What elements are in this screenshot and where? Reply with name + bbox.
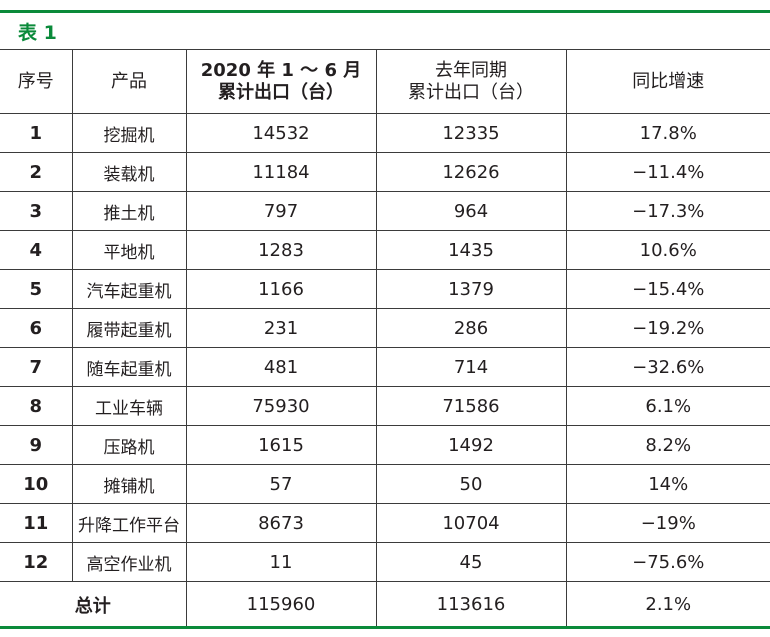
row-growth: 17.8%	[565, 113, 770, 153]
row-seq: 4	[0, 230, 73, 270]
row-seq: 2	[0, 152, 73, 192]
row-export-last: 12626	[375, 152, 567, 192]
table-row: 9 压路机 1615 1492 8.2%	[0, 425, 770, 465]
row-seq: 7	[0, 347, 73, 387]
row-seq: 1	[0, 113, 73, 153]
row-seq: 8	[0, 386, 73, 426]
table-row: 7 随车起重机 481 714 −32.6%	[0, 347, 770, 387]
row-export-2020: 797	[185, 191, 377, 231]
table-row: 4 平地机 1283 1435 10.6%	[0, 230, 770, 270]
row-product: 压路机	[71, 425, 187, 465]
header-export-last: 去年同期 累计出口（台）	[375, 49, 567, 114]
row-growth: −19.2%	[565, 308, 770, 348]
header-export-last-line1: 去年同期	[435, 59, 507, 81]
row-export-last: 50	[375, 464, 567, 504]
row-export-last: 12335	[375, 113, 567, 153]
header-seq: 序号	[0, 49, 73, 114]
header-export-2020: 2020 年 1 ～ 6 月 累计出口（台）	[185, 49, 377, 114]
row-export-2020: 75930	[185, 386, 377, 426]
header-product: 产品	[71, 49, 187, 114]
row-growth: 6.1%	[565, 386, 770, 426]
table-row: 10 摊铺机 57 50 14%	[0, 464, 770, 504]
header-row: 序号 产品 2020 年 1 ～ 6 月 累计出口（台） 去年同期 累计出口（台…	[0, 49, 770, 114]
header-export-2020-line2: 累计出口（台）	[218, 81, 344, 103]
row-product: 摊铺机	[71, 464, 187, 504]
row-growth: −17.3%	[565, 191, 770, 231]
row-product: 履带起重机	[71, 308, 187, 348]
row-seq: 5	[0, 269, 73, 309]
row-product: 升降工作平台	[71, 503, 187, 543]
table-title: 表 1	[18, 22, 57, 44]
row-export-last: 45	[375, 542, 567, 582]
row-export-2020: 1615	[185, 425, 377, 465]
total-growth: 2.1%	[565, 581, 770, 627]
row-growth: −32.6%	[565, 347, 770, 387]
table-row: 3 推土机 797 964 −17.3%	[0, 191, 770, 231]
table-row: 6 履带起重机 231 286 −19.2%	[0, 308, 770, 348]
row-export-2020: 231	[185, 308, 377, 348]
row-export-last: 964	[375, 191, 567, 231]
row-product: 装载机	[71, 152, 187, 192]
row-export-2020: 1166	[185, 269, 377, 309]
top-green-rule	[0, 10, 770, 13]
row-growth: 10.6%	[565, 230, 770, 270]
row-export-last: 1492	[375, 425, 567, 465]
row-product: 高空作业机	[71, 542, 187, 582]
table-row: 1 挖掘机 14532 12335 17.8%	[0, 113, 770, 153]
total-label: 总计	[0, 581, 187, 627]
row-seq: 6	[0, 308, 73, 348]
row-export-2020: 1283	[185, 230, 377, 270]
row-growth: 14%	[565, 464, 770, 504]
table-row: 11 升降工作平台 8673 10704 −19%	[0, 503, 770, 543]
row-export-2020: 14532	[185, 113, 377, 153]
row-product: 平地机	[71, 230, 187, 270]
row-seq: 11	[0, 503, 73, 543]
row-export-last: 286	[375, 308, 567, 348]
row-growth: −19%	[565, 503, 770, 543]
row-export-2020: 11184	[185, 152, 377, 192]
row-seq: 3	[0, 191, 73, 231]
table-row: 8 工业车辆 75930 71586 6.1%	[0, 386, 770, 426]
row-export-last: 71586	[375, 386, 567, 426]
row-growth: −15.4%	[565, 269, 770, 309]
header-export-2020-line1: 2020 年 1 ～ 6 月	[200, 59, 362, 81]
row-export-2020: 11	[185, 542, 377, 582]
total-export-2020: 115960	[185, 581, 377, 627]
row-product: 工业车辆	[71, 386, 187, 426]
row-growth: 8.2%	[565, 425, 770, 465]
row-seq: 12	[0, 542, 73, 582]
row-export-last: 1379	[375, 269, 567, 309]
row-export-2020: 8673	[185, 503, 377, 543]
row-export-2020: 57	[185, 464, 377, 504]
table-row: 2 装载机 11184 12626 −11.4%	[0, 152, 770, 192]
row-growth: −11.4%	[565, 152, 770, 192]
row-export-last: 1435	[375, 230, 567, 270]
total-export-last: 113616	[375, 581, 567, 627]
row-export-last: 714	[375, 347, 567, 387]
row-growth: −75.6%	[565, 542, 770, 582]
row-seq: 9	[0, 425, 73, 465]
bottom-green-rule	[0, 626, 770, 629]
row-product: 挖掘机	[71, 113, 187, 153]
row-export-last: 10704	[375, 503, 567, 543]
header-growth: 同比增速	[565, 49, 770, 114]
row-seq: 10	[0, 464, 73, 504]
table-row: 5 汽车起重机 1166 1379 −15.4%	[0, 269, 770, 309]
export-table: 序号 产品 2020 年 1 ～ 6 月 累计出口（台） 去年同期 累计出口（台…	[0, 49, 770, 627]
total-row: 总计 115960 113616 2.1%	[0, 581, 770, 627]
row-product: 汽车起重机	[71, 269, 187, 309]
header-export-last-line2: 累计出口（台）	[408, 81, 534, 103]
row-export-2020: 481	[185, 347, 377, 387]
row-product: 随车起重机	[71, 347, 187, 387]
row-product: 推土机	[71, 191, 187, 231]
table-row: 12 高空作业机 11 45 −75.6%	[0, 542, 770, 582]
